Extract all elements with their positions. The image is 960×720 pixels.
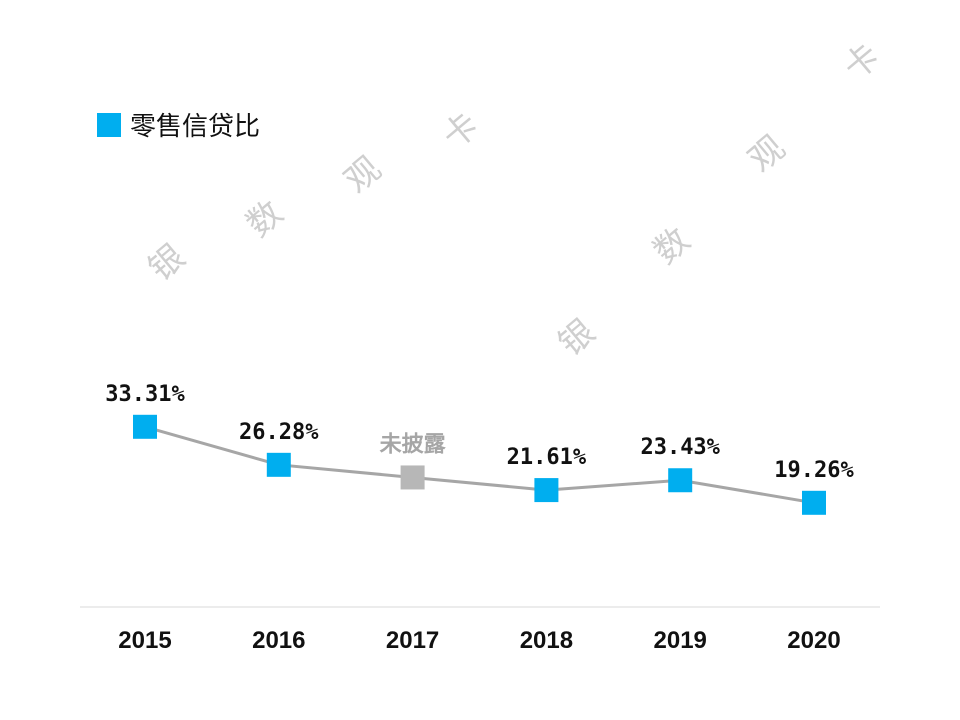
legend: 零售信贷比 bbox=[97, 106, 260, 143]
data-marker bbox=[534, 478, 559, 503]
data-marker bbox=[802, 490, 826, 515]
x-tick-label: 2017 bbox=[386, 627, 439, 654]
data-label: 未披露 bbox=[380, 432, 447, 457]
data-marker bbox=[668, 468, 693, 493]
x-tick-label: 2016 bbox=[252, 627, 305, 654]
legend-label: 零售信贷比 bbox=[130, 112, 261, 142]
data-marker bbox=[266, 452, 291, 477]
x-tick-label: 2018 bbox=[520, 627, 573, 654]
x-tick-label: 2015 bbox=[118, 627, 171, 654]
legend-swatch bbox=[97, 112, 121, 137]
data-label: 33.31% bbox=[105, 382, 185, 407]
data-marker bbox=[133, 414, 157, 439]
data-label: 26.28% bbox=[239, 420, 319, 445]
data-marker-missing bbox=[400, 465, 425, 490]
data-label: 19.26% bbox=[774, 458, 854, 483]
data-label: 23.43% bbox=[640, 435, 720, 460]
series-line bbox=[144, 425, 815, 505]
data-label: 21.61% bbox=[507, 445, 587, 470]
x-tick-label: 2020 bbox=[787, 627, 840, 654]
x-tick-label: 2019 bbox=[654, 627, 707, 654]
